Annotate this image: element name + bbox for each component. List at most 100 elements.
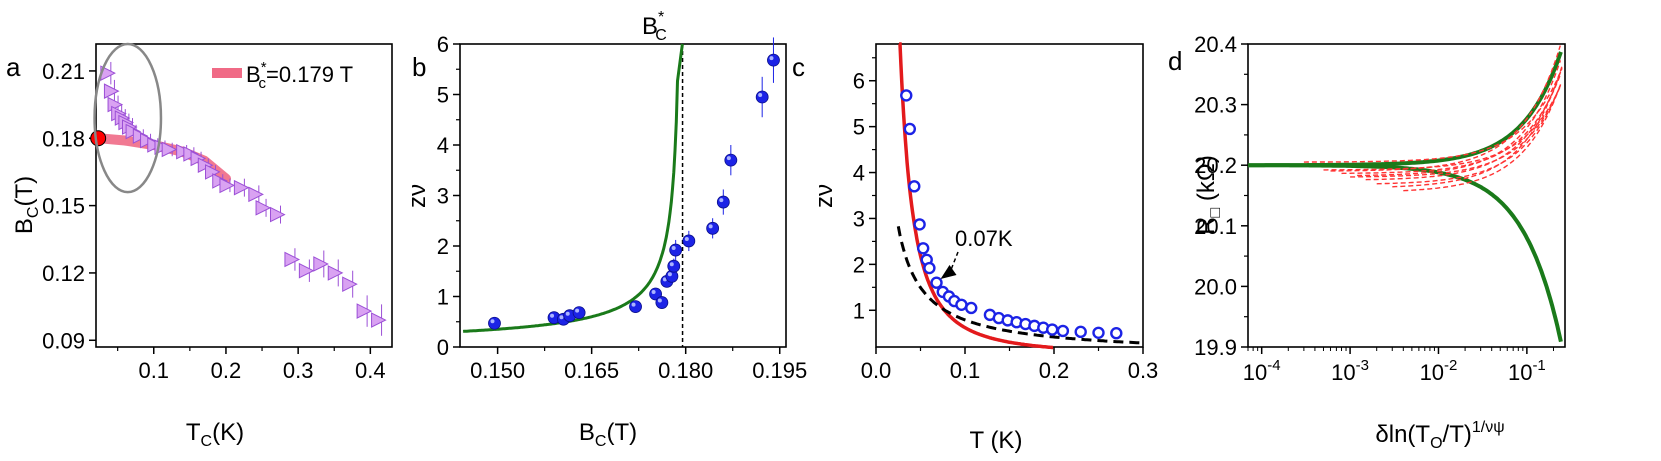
data-point-a (233, 179, 250, 196)
panel-c: c 0.0 0.1 0.2 0.3 1 2 3 4 5 6 T (K) zν 0.07K (792, 42, 1159, 454)
legend-a: B* c=0.179 T (212, 59, 353, 92)
data-point-highlight-b (631, 302, 636, 307)
annotation-label-c: 0.07K (955, 226, 1013, 251)
panel-letter-b: b (412, 52, 426, 82)
data-point-c (903, 122, 917, 136)
data-point-a (269, 206, 286, 223)
plot-frame (1247, 43, 1566, 348)
panel-letter-c: c (792, 52, 805, 82)
y-tick-a-label: 0.18 (42, 126, 85, 151)
data-point-a (356, 303, 373, 319)
x-tick-d-label: 10-1 (1508, 357, 1546, 385)
data-point-c (1092, 326, 1105, 339)
y-tick-c-label: 1 (853, 298, 865, 323)
intercept-point-a (90, 130, 107, 147)
data-point-a (284, 251, 301, 268)
x-tick-c-label: 0.2 (1039, 358, 1070, 383)
x-axis-title-c: T (K) (970, 427, 1023, 454)
data-point-highlight-b (667, 272, 672, 277)
data-point-b (669, 243, 683, 257)
annotation-arrow-line-c (949, 251, 959, 272)
data-point-b (724, 153, 738, 167)
data-point-highlight-b (657, 298, 662, 303)
x-axis-title-a: TC(K) (186, 419, 244, 450)
x-tick-d-label: 10-4 (1243, 357, 1281, 385)
data-point-highlight-b (669, 262, 674, 267)
y-tick-b-label: 2 (437, 234, 449, 259)
data-point-c (908, 180, 921, 193)
data-point-a (248, 186, 264, 203)
y-tick-a-label: 0.15 (42, 194, 85, 219)
x-tick-b-label: 0.150 (470, 358, 525, 383)
data-point-b (488, 316, 501, 330)
data-point-highlight-b (490, 319, 495, 324)
data-curve-d (1376, 84, 1562, 185)
x-axis-title-b: BC(T) (579, 419, 637, 450)
data-point-a (342, 276, 358, 292)
x-tick-a-label: 0.3 (283, 358, 314, 383)
data-curve-d (1350, 85, 1562, 178)
x-tick-d-label: 10-3 (1331, 357, 1369, 385)
data-point-highlight-b (684, 236, 689, 241)
legend-swatch-a (212, 68, 242, 78)
data-point-c (1056, 324, 1070, 338)
y-tick-c-label: 3 (853, 206, 865, 231)
data-point-a (255, 200, 272, 216)
y-tick-b-label: 3 (437, 184, 449, 209)
y-axis-title-c: zν (811, 184, 838, 208)
data-point-b (572, 306, 586, 320)
x-tick-a-label: 0.2 (211, 358, 242, 383)
panel-letter-a: a (6, 52, 21, 82)
fit-curve-b (462, 43, 684, 333)
y-tick-a-label: 0.21 (42, 59, 85, 84)
data-point-highlight-b (758, 93, 763, 98)
data-point-highlight-b (575, 308, 580, 313)
y-tick-b-label: 4 (437, 133, 449, 158)
data-curve-d (1365, 67, 1563, 181)
data-point-a (161, 141, 178, 158)
plot-a: 0.1 0.2 0.3 0.4 0.09 0.12 0.15 0.18 0.21 (42, 42, 393, 383)
panel-d: d 19.9 20.0 20.1 20.2 20.3 20.4 10-4 10-3 10-2 10… (1168, 32, 1566, 452)
plot-d: 19.9 20.0 20.1 20.2 20.3 20.4 10-4 10-3 10-2 10-1 (1194, 32, 1566, 385)
x-tick-c-label: 0.0 (861, 358, 892, 383)
y-tick-d-label: 20.0 (1194, 274, 1237, 299)
data-point-a (298, 262, 315, 279)
y-tick-b-label: 5 (437, 83, 449, 108)
data-point-highlight-b (550, 313, 555, 318)
data-point-highlight-b (565, 311, 570, 316)
y-tick-b-label: 6 (437, 32, 449, 57)
y-tick-a-label: 0.12 (42, 261, 85, 286)
legend-label-a: B* c=0.179 T (246, 59, 353, 92)
data-point-b (655, 296, 669, 309)
y-tick-c-label: 2 (853, 252, 865, 277)
y-tick-c-label: 6 (853, 69, 865, 94)
y-tick-d-label: 20.4 (1194, 32, 1237, 57)
x-tick-c-label: 0.1 (950, 358, 981, 383)
data-point-c (923, 261, 936, 275)
plot-frame (95, 43, 393, 348)
data-point-b (629, 300, 642, 314)
y-tick-b-label: 0 (437, 335, 449, 360)
dashed-fit-curve-c (896, 226, 1143, 345)
panel-b: b 0.150 0.165 0.180 0.195 0 1 2 3 4 5 6 BC(T) zν B… (404, 9, 807, 450)
data-curve-d (1357, 60, 1562, 177)
data-point-c (1046, 323, 1059, 336)
data-point-highlight-b (671, 246, 676, 251)
x-tick-a-label: 0.1 (138, 358, 169, 383)
data-curve-d (1341, 73, 1562, 175)
highlight-ellipse-a (93, 42, 163, 194)
data-point-c (965, 301, 978, 315)
y-tick-d-label: 20.2 (1194, 153, 1237, 178)
y-tick-d-label: 19.9 (1194, 335, 1237, 360)
x-axis-title-d: δln(TO/T)1/νψ (1375, 419, 1504, 452)
data-point-highlight-b (726, 156, 731, 161)
data-curve-d (1403, 83, 1562, 192)
data-point-c (913, 218, 926, 231)
data-point-c (916, 242, 930, 255)
data-curve-d (1323, 86, 1562, 171)
plot-frame (875, 43, 1144, 348)
x-tick-c-label: 0.3 (1128, 358, 1159, 383)
data-point-b (716, 195, 730, 209)
data-point-a (371, 312, 387, 328)
critical-field-label-b: B* C (642, 9, 667, 44)
